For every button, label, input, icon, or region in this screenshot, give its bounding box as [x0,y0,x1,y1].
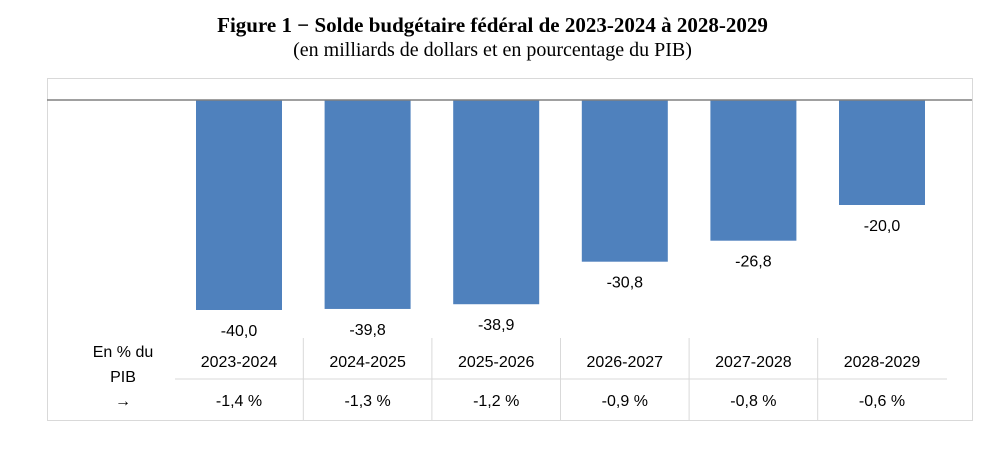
pct-gdp-label: -0,8 % [730,393,776,410]
category-label: 2026-2027 [587,354,664,371]
bar-2023-2024 [196,100,282,310]
category-label: 2025-2026 [458,354,535,371]
pct-gdp-label: -1,3 % [344,393,390,410]
pct-gdp-label: -0,6 % [859,393,905,410]
pct-gdp-label: -0,9 % [602,393,648,410]
table-lines-group [175,338,947,420]
value-label: -30,8 [607,275,644,292]
bar-2028-2029 [839,100,925,205]
bars-group [196,100,925,310]
value-labels-group: -40,0 -39,8 -38,9 -30,8 -26,8 -20,0 [221,218,901,340]
category-label: 2024-2025 [329,354,406,371]
category-labels-group: 2023-2024 2024-2025 2025-2026 2026-2027 2027… [201,354,921,371]
bar-2024-2025 [324,100,411,309]
bar-2025-2026 [453,100,540,305]
chart-frame [47,78,973,421]
arrow-icon: → [115,393,131,410]
bar-2026-2027 [581,100,668,262]
value-label: -38,9 [478,317,515,334]
value-label: -39,8 [349,322,386,339]
chart-title: Figure 1 − Solde budgétaire fédéral de 2… [217,13,768,37]
value-label: -26,8 [735,254,772,271]
category-label: 2028-2029 [844,354,921,371]
category-label: 2027-2028 [715,354,792,371]
bar-2027-2028 [710,100,797,241]
title-block: Figure 1 − Solde budgétaire fédéral de 2… [0,12,985,62]
pct-gdp-label: -1,2 % [473,393,519,410]
pct-gdp-labels-group: -1,4 % -1,3 % -1,2 % -0,9 % -0,8 % -0,6 % [216,393,905,410]
value-label: -40,0 [221,323,258,340]
row-label-line2: PIB [110,369,136,386]
pct-gdp-label: -1,4 % [216,393,262,410]
chart-subtitle: (en milliards de dollars et en pourcenta… [293,39,692,61]
value-label: -20,0 [864,218,901,235]
category-label: 2023-2024 [201,354,278,371]
row-label-line1: En % du [93,344,153,361]
